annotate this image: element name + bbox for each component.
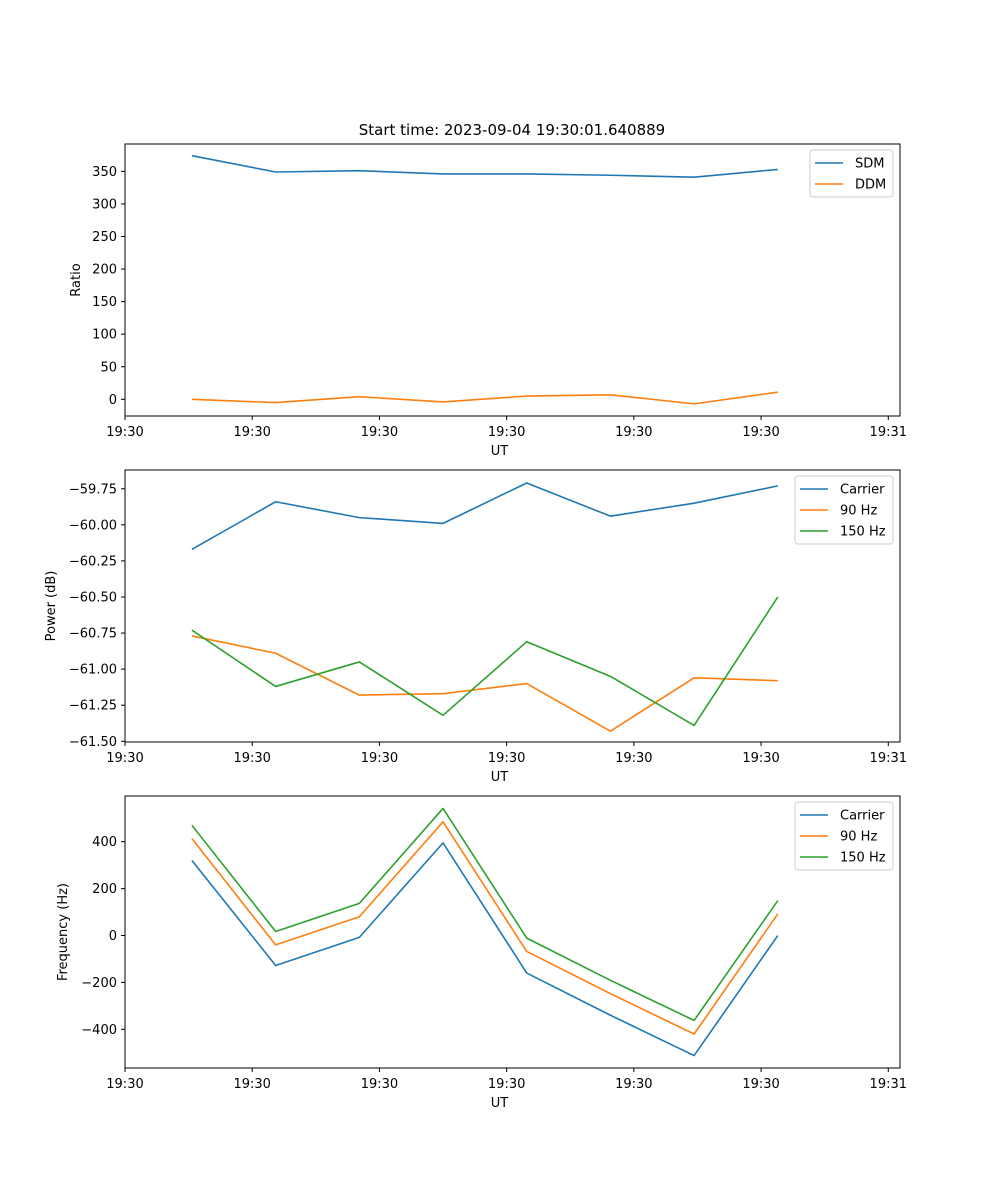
y-tick-label: −60.75 bbox=[69, 627, 117, 642]
series-line-90-hz bbox=[191, 635, 778, 732]
plot-frame bbox=[124, 795, 901, 1069]
legend: SDM DDM bbox=[809, 149, 894, 198]
y-tick-label: 400 bbox=[92, 835, 117, 850]
x-axis-label: UT bbox=[491, 1096, 509, 1111]
x-tick-label: 19:30 bbox=[233, 751, 270, 766]
y-tick-label: 200 bbox=[92, 263, 117, 278]
legend-entry: SDM bbox=[855, 157, 884, 172]
y-axis-label: Frequency (Hz) bbox=[56, 883, 71, 981]
y-tick-label: −60.00 bbox=[69, 518, 117, 533]
x-axis-label: UT bbox=[491, 770, 509, 785]
plot-frame bbox=[124, 143, 901, 417]
x-tick-label: 19:30 bbox=[488, 751, 525, 766]
y-tick-label: 300 bbox=[92, 197, 117, 212]
chart-panel-1: 19:30 19:30 19:30 19:30 19:30 19:30 19:31 0 50 10… bbox=[69, 143, 907, 459]
x-tick-label: 19:30 bbox=[742, 425, 779, 440]
x-tick-label: 19:30 bbox=[615, 1077, 652, 1092]
x-tick-label: 19:31 bbox=[870, 1077, 907, 1092]
y-tick-label: 200 bbox=[92, 882, 117, 897]
x-tick-label: 19:31 bbox=[870, 425, 907, 440]
series-line-150-hz bbox=[191, 807, 779, 1022]
legend-entry: Carrier bbox=[840, 809, 885, 824]
y-tick-label: 150 bbox=[92, 295, 117, 310]
x-tick-label: 19:30 bbox=[106, 1077, 143, 1092]
x-tick-label: 19:31 bbox=[870, 751, 907, 766]
y-tick-label: −200 bbox=[81, 976, 117, 991]
y-tick-label: −59.75 bbox=[69, 482, 117, 497]
chart-panel-2: 19:30 19:30 19:30 19:30 19:30 19:30 19:31 −61.5… bbox=[44, 469, 907, 785]
y-tick-label: −61.50 bbox=[69, 735, 117, 750]
x-tick-label: 19:30 bbox=[615, 425, 652, 440]
series-line-sdm bbox=[191, 154, 778, 179]
y-tick-label: −61.25 bbox=[69, 699, 117, 714]
series-line-150-hz bbox=[191, 596, 779, 727]
y-tick-label: 50 bbox=[100, 360, 117, 375]
x-tick-label: 19:30 bbox=[488, 1077, 525, 1092]
legend-box bbox=[794, 801, 894, 871]
x-tick-label: 19:30 bbox=[361, 425, 398, 440]
x-tick-label: 19:30 bbox=[361, 1077, 398, 1092]
y-axis-label: Ratio bbox=[69, 263, 84, 296]
legend-box bbox=[794, 475, 894, 545]
legend: Carrier 90 Hz 150 Hz bbox=[794, 475, 894, 545]
x-tick-label: 19:30 bbox=[233, 1077, 270, 1092]
series-line-carrier bbox=[191, 842, 779, 1057]
x-tick-label: 19:30 bbox=[742, 1077, 779, 1092]
y-tick-label: −61.00 bbox=[69, 663, 117, 678]
legend-entry: 90 Hz bbox=[840, 830, 877, 845]
x-tick-label: 19:30 bbox=[488, 425, 525, 440]
charts-container: 19:30 19:30 19:30 19:30 19:30 19:30 19:31 0 50 10… bbox=[44, 143, 907, 1111]
legend-entry: Carrier bbox=[840, 483, 885, 498]
y-tick-label: 0 bbox=[109, 393, 117, 408]
x-tick-label: 19:30 bbox=[233, 425, 270, 440]
plot-frame bbox=[124, 469, 901, 743]
legend-box bbox=[809, 149, 894, 198]
x-tick-label: 19:30 bbox=[361, 751, 398, 766]
legend: Carrier 90 Hz 150 Hz bbox=[794, 801, 894, 871]
y-tick-label: 350 bbox=[92, 165, 117, 180]
y-axis-label: Power (dB) bbox=[44, 571, 59, 642]
legend-entry: 150 Hz bbox=[840, 851, 886, 866]
x-tick-label: 19:30 bbox=[742, 751, 779, 766]
series-line-carrier bbox=[191, 482, 778, 551]
y-tick-label: −400 bbox=[81, 1023, 117, 1038]
y-tick-label: −60.25 bbox=[69, 554, 117, 569]
legend-entry: 150 Hz bbox=[840, 525, 886, 540]
y-tick-label: −60.50 bbox=[69, 590, 117, 605]
legend-entry: DDM bbox=[855, 178, 886, 193]
x-tick-label: 19:30 bbox=[615, 751, 652, 766]
x-tick-label: 19:30 bbox=[106, 751, 143, 766]
series-line-90-hz bbox=[191, 820, 779, 1035]
y-tick-label: 0 bbox=[109, 929, 117, 944]
chart-panel-3: 19:30 19:30 19:30 19:30 19:30 19:30 19:31 −400 −… bbox=[56, 795, 907, 1111]
legend-entry: 90 Hz bbox=[840, 504, 877, 519]
x-axis-label: UT bbox=[491, 444, 509, 459]
figure-title: Start time: 2023-09-04 19:30:01.640889 bbox=[359, 121, 665, 139]
series-line-ddm bbox=[191, 391, 778, 405]
x-tick-label: 19:30 bbox=[106, 425, 143, 440]
y-tick-label: 250 bbox=[92, 230, 117, 245]
y-tick-label: 100 bbox=[92, 328, 117, 343]
